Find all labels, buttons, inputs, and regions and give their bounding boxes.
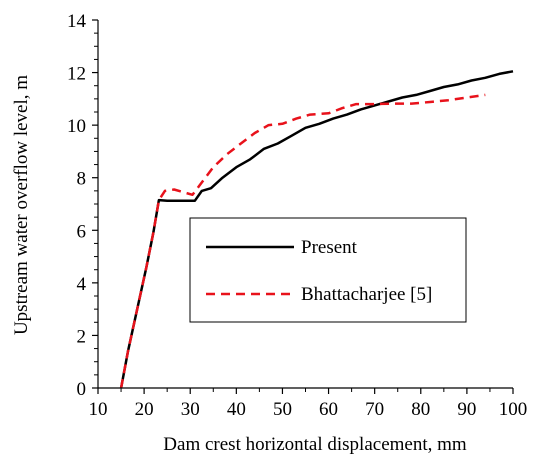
y-tick-label: 2 <box>77 326 87 347</box>
x-tick-label: 50 <box>273 399 292 420</box>
y-tick-label: 6 <box>77 221 87 242</box>
y-axis-title: Upstream water overflow level, m <box>11 75 32 335</box>
x-tick-label: 60 <box>319 399 338 420</box>
series-line-bhattacharjee <box>119 93 486 389</box>
y-tick-label: 4 <box>77 274 87 295</box>
series-line-present <box>119 70 514 389</box>
x-tick-label: 40 <box>227 399 246 420</box>
y-tick-label: 14 <box>67 11 87 32</box>
x-tick-label: 70 <box>365 399 384 420</box>
x-axis-title: Dam crest horizontal displacement, mm <box>163 434 467 455</box>
x-tick-label: 20 <box>135 399 154 420</box>
x-tick-label: 10 <box>89 399 108 420</box>
x-tick-label: 80 <box>411 399 430 420</box>
series-layer <box>119 70 514 389</box>
legend-label-bhattacharjee: Bhattacharjee [5] <box>301 284 432 305</box>
legend-label-present: Present <box>301 237 358 258</box>
y-tick-label: 12 <box>67 64 86 85</box>
y-tick-label: 0 <box>77 379 87 400</box>
y-tick-label: 8 <box>77 169 87 190</box>
x-ticks: 10 20 30 40 50 60 70 80 90 100 <box>89 388 528 420</box>
legend: Present Bhattacharjee [5] <box>189 217 467 323</box>
x-tick-label: 30 <box>181 399 200 420</box>
y-ticks: 0 2 4 6 8 10 12 14 <box>67 11 98 400</box>
y-tick-label: 10 <box>67 116 86 137</box>
legend-box <box>189 217 467 323</box>
x-tick-label: 90 <box>457 399 476 420</box>
x-tick-label: 100 <box>499 399 528 420</box>
